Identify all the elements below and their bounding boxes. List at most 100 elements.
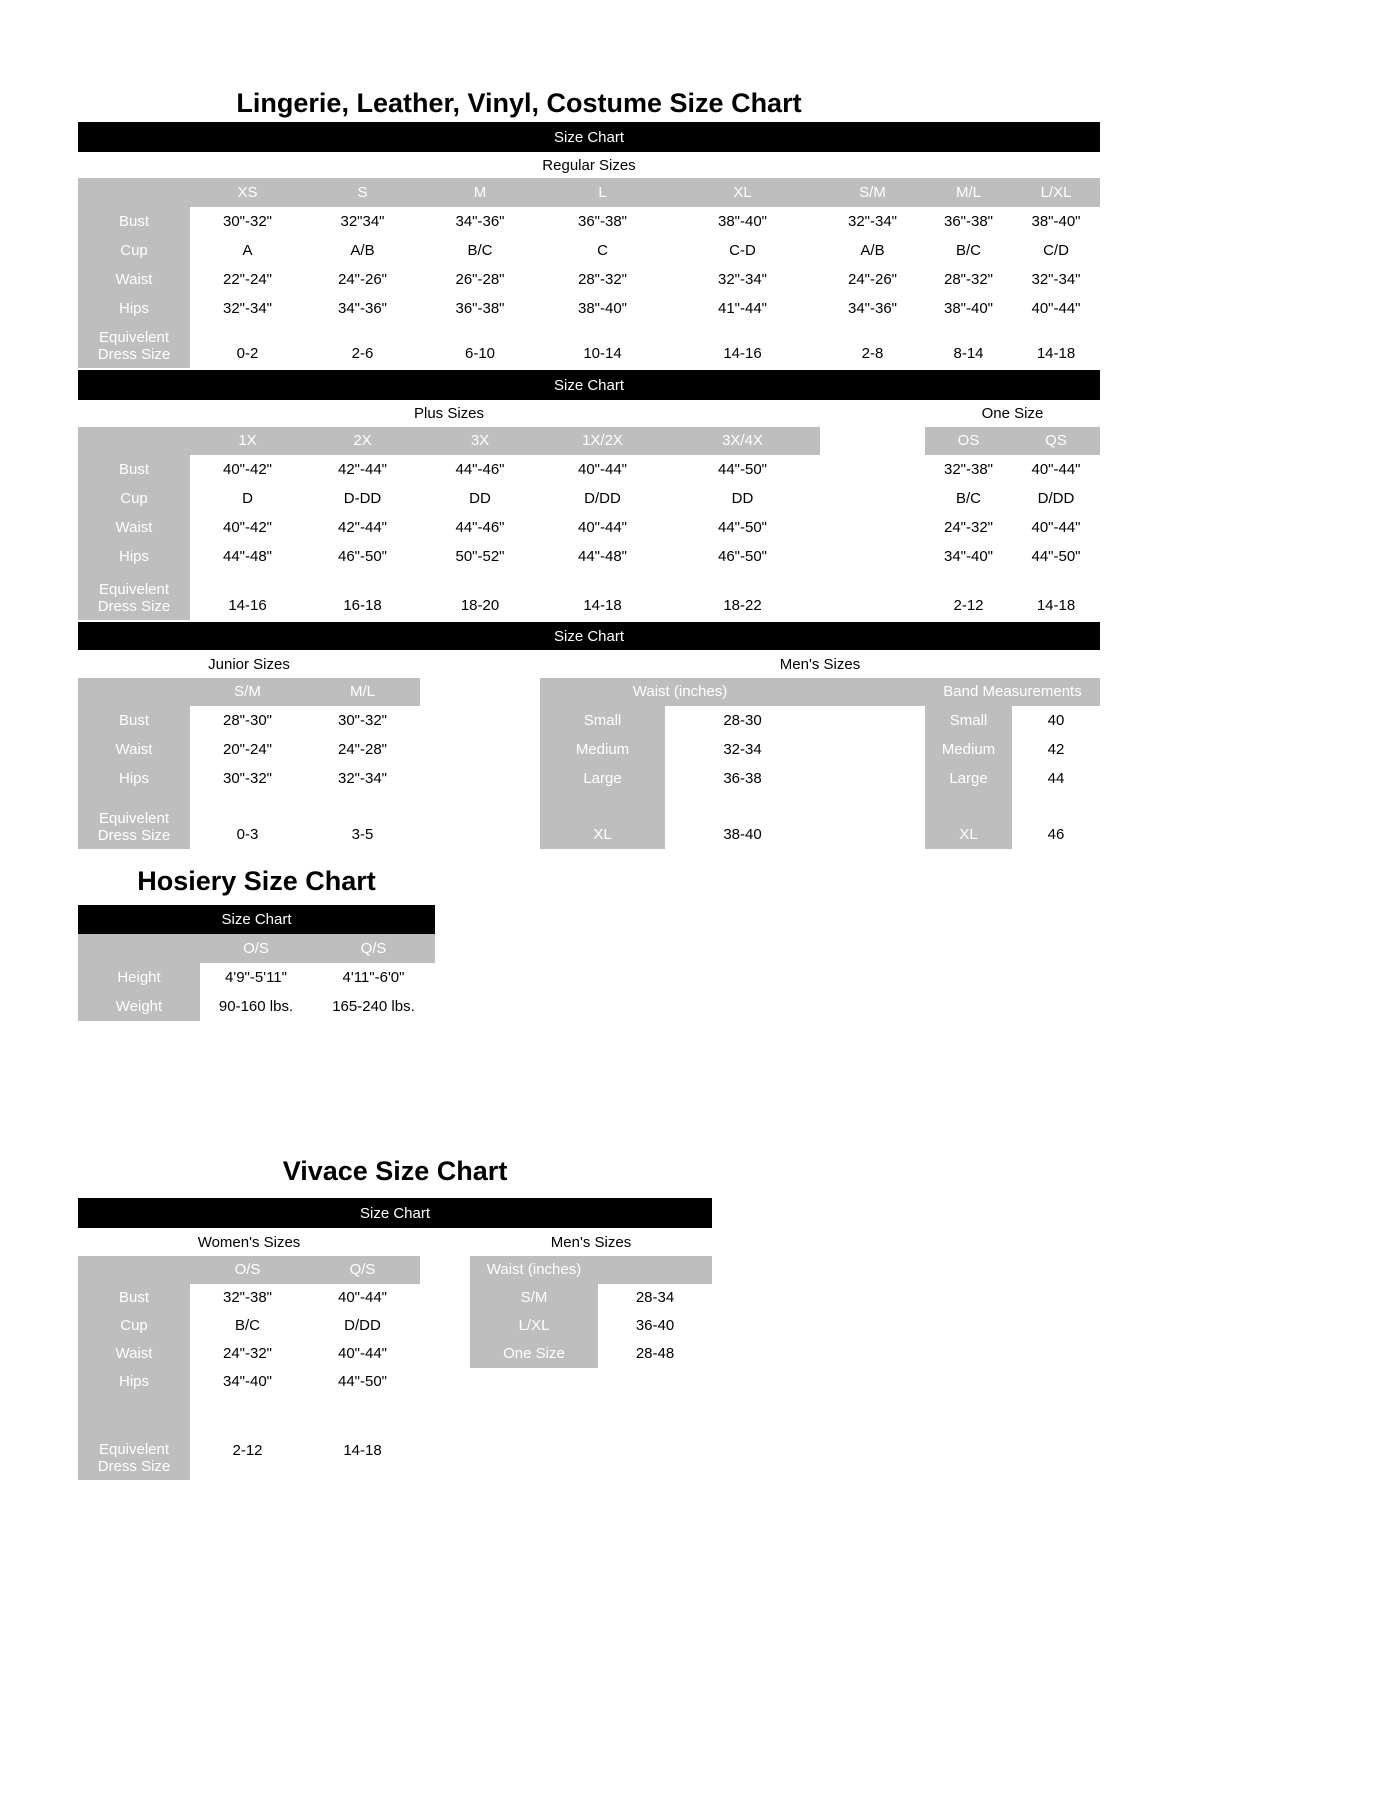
- section-label-vivace-mens: Men's Sizes: [550, 1233, 632, 1251]
- row-label: Medium: [540, 735, 665, 764]
- table-cell: 14-16: [228, 597, 267, 615]
- row-label: Cup: [78, 236, 190, 265]
- row-label-line: Dress Size: [97, 346, 171, 364]
- hosiery-table: Size Chart O/S Q/S Height 4'9"-5'11" 4'1…: [78, 905, 435, 1021]
- table-cell: 24"-26": [847, 270, 897, 288]
- corner-cell: [78, 934, 200, 963]
- spacer-cell: [470, 1368, 598, 1396]
- table-cell: 36"-38": [455, 299, 505, 317]
- spacer-cell: [820, 735, 925, 764]
- table-cell: 2-8: [861, 345, 884, 363]
- table-cell: 34"-40": [943, 547, 993, 565]
- table-cell: 50"-52": [455, 547, 505, 565]
- table-cell: 4'11"-6'0": [342, 968, 405, 986]
- row-label: Cup: [78, 484, 190, 513]
- section-label-junior: Junior Sizes: [208, 655, 290, 673]
- size-chart-bar: Size Chart: [78, 122, 1100, 152]
- table-cell: 40: [1047, 711, 1065, 729]
- table-cell: 32"-34": [222, 299, 272, 317]
- table-cell: DD: [469, 489, 491, 507]
- row-label: Small: [925, 706, 1012, 735]
- table-row: Equivelent Dress Size 2-12 14-18: [78, 1416, 712, 1480]
- corner-cell: [78, 427, 190, 455]
- column-header: S/M: [820, 178, 925, 207]
- table-cell: 44"-50": [717, 460, 767, 478]
- spacer-cell: [420, 678, 540, 706]
- table-cell: B/C: [955, 241, 981, 259]
- plus-sizes-table: Size Chart Plus Sizes One Size 1X 2X 3X …: [78, 370, 1100, 620]
- table-cell: 14-18: [583, 597, 622, 615]
- table-cell: 32"-38": [222, 1289, 272, 1307]
- table-row: Equivelent Dress Size 14-16 16-18 18-20 …: [78, 571, 1100, 620]
- spacer-cell: [420, 1312, 470, 1340]
- table-cell: 44"-50": [1031, 547, 1081, 565]
- spacer-cell: [598, 1368, 712, 1396]
- table-cell: 14-16: [723, 345, 762, 363]
- table-cell: D-DD: [343, 489, 382, 507]
- junior-mens-table: Size Chart Junior Sizes Men's Sizes S/M …: [78, 622, 1100, 849]
- table-cell: 44: [1047, 769, 1065, 787]
- table-cell: 3-5: [351, 826, 374, 844]
- spacer-cell: [820, 764, 925, 793]
- table-cell: B/C: [234, 1317, 260, 1335]
- table-cell: 24"-32": [222, 1345, 272, 1363]
- table-cell: 32"-34": [337, 769, 387, 787]
- table-cell: 42"-44": [337, 460, 387, 478]
- row-label: XL: [925, 793, 1012, 849]
- column-header: XL: [665, 178, 820, 207]
- column-header-waist-inches: Waist (inches): [540, 678, 820, 706]
- table-cell: A/B: [860, 241, 885, 259]
- column-header: 3X: [420, 427, 540, 455]
- table-cell: 90-160 lbs.: [218, 997, 294, 1015]
- table-cell: 34"-36": [337, 299, 387, 317]
- table-cell: 42"-44": [337, 518, 387, 536]
- table-cell: 40"-44": [1031, 460, 1081, 478]
- table-cell: 2-6: [351, 345, 374, 363]
- spacer-cell: [820, 793, 925, 849]
- spacer-cell: [598, 1416, 712, 1480]
- table-cell: 36-38: [723, 769, 762, 787]
- column-header: O/S: [190, 1256, 305, 1284]
- spacer-cell: [820, 484, 925, 513]
- size-chart-bar-label: Size Chart: [553, 376, 625, 394]
- table-cell: 28-34: [635, 1289, 675, 1307]
- row-label: XL: [540, 793, 665, 849]
- table-cell: 28"-30": [222, 711, 272, 729]
- table-cell: 46"-50": [337, 547, 387, 565]
- row-label-line: Dress Size: [97, 827, 171, 845]
- table-cell: 40"-44": [1031, 518, 1081, 536]
- table-cell: C: [597, 241, 608, 259]
- row-label: Hips: [78, 542, 190, 571]
- table-row: Waist 40"-42" 42"-44" 44"-46" 40"-44" 44…: [78, 513, 1100, 542]
- table-cell: 24"-26": [337, 270, 387, 288]
- vivace-table: Size Chart Women's Sizes Men's Sizes O/S…: [78, 1198, 712, 1480]
- table-cell: 40"-44": [1031, 299, 1081, 317]
- spacer-cell: [420, 1396, 470, 1416]
- spacer-cell: [820, 571, 925, 620]
- spacer-cell: [820, 513, 925, 542]
- section-label-one-size: One Size: [981, 405, 1044, 422]
- column-header-band-measurements: Band Measurements: [925, 678, 1100, 706]
- row-label: Cup: [78, 1312, 190, 1340]
- spacer-cell: [420, 706, 540, 735]
- table-cell: 2-12: [232, 1442, 263, 1459]
- column-header: L: [540, 178, 665, 207]
- row-label-line: Equivelent: [98, 580, 170, 598]
- row-label-line: Dress Size: [97, 1458, 171, 1476]
- size-chart-bar: Size Chart: [78, 905, 435, 934]
- table-cell: 38-40: [723, 826, 762, 844]
- page-title: Lingerie, Leather, Vinyl, Costume Size C…: [236, 88, 802, 118]
- row-label: Medium: [925, 735, 1012, 764]
- table-row: Cup B/C D/DD L/XL 36-40: [78, 1312, 712, 1340]
- table-cell: 28"-32": [943, 270, 993, 288]
- table-row: Bust 28"-30" 30"-32" Small 28-30 Small 4…: [78, 706, 1100, 735]
- size-chart-bar: Size Chart: [78, 370, 1100, 400]
- table-cell: D/DD: [1037, 489, 1075, 507]
- row-label: Small: [540, 706, 665, 735]
- spacer-cell: [190, 1396, 305, 1416]
- spacer-cell: [820, 455, 925, 484]
- section-label-plus: Plus Sizes: [413, 405, 485, 422]
- table-cell: 32"-34": [1031, 270, 1081, 288]
- row-label: L/XL: [470, 1312, 598, 1340]
- table-cell: 30"-32": [337, 711, 387, 729]
